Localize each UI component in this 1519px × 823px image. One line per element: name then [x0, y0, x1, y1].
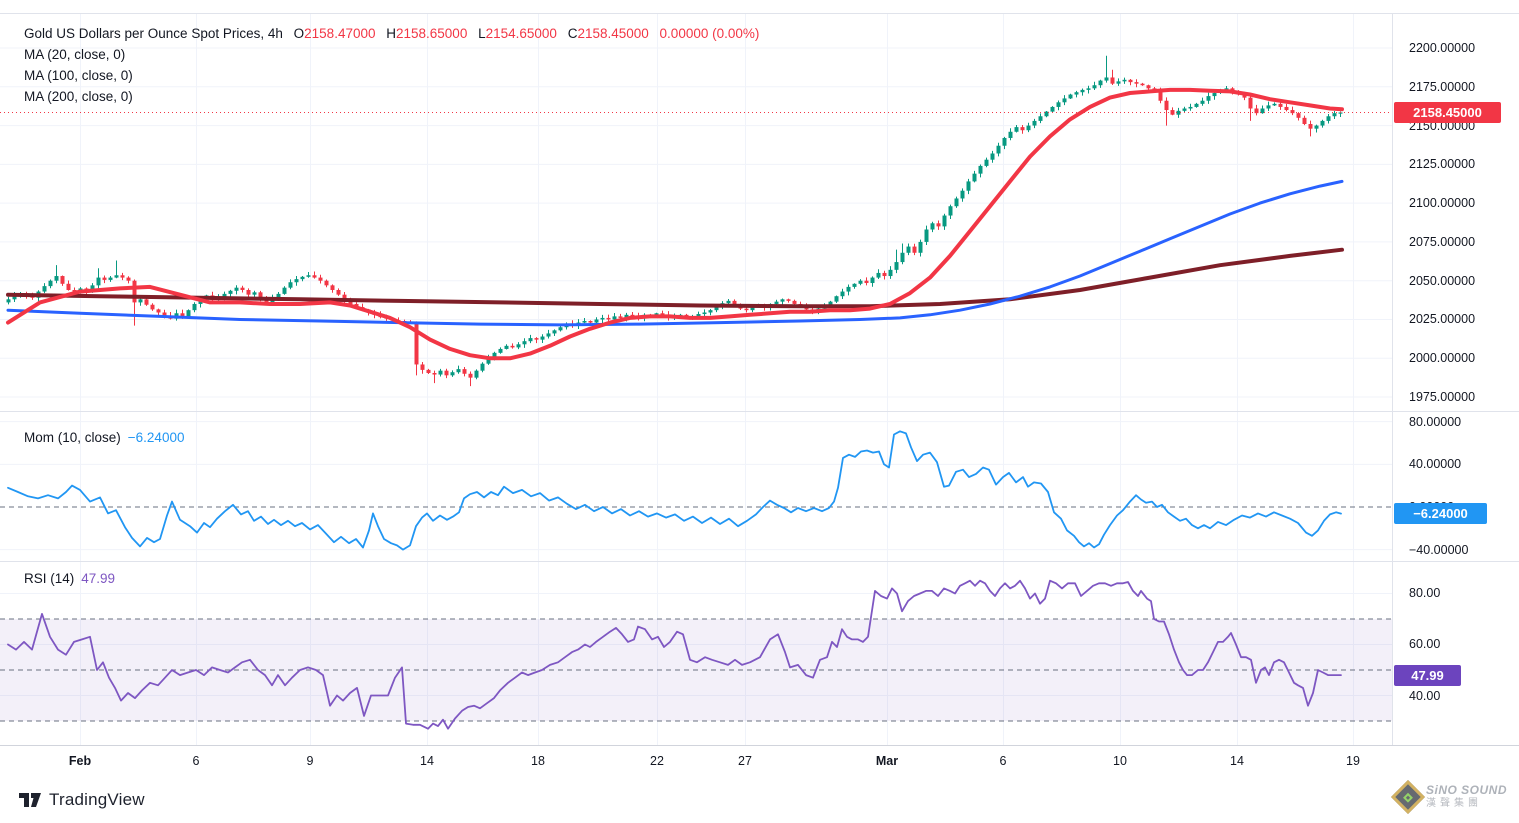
axis-tick-label: 2200.00000 [1409, 41, 1476, 55]
momentum-value: −6.24000 [127, 430, 185, 445]
time-tick-label: Mar [875, 754, 899, 768]
ma20-legend-row[interactable]: MA (20, close, 0) [24, 44, 759, 65]
ohlc-high-label: H [386, 26, 396, 41]
ma200-label: MA (200, close, 0) [24, 89, 133, 104]
sino-sound-watermark: SiNO SOUND 漢聲集團 [1391, 780, 1507, 814]
axis-tick-label: 2125.00000 [1409, 157, 1476, 172]
ohlc-close-value: 2158.45000 [577, 26, 649, 41]
time-tick-label: 14 [1230, 754, 1244, 768]
momentum-legend[interactable]: Mom (10, close) −6.24000 [24, 428, 184, 448]
tradingview-label: TradingView [49, 790, 145, 809]
axis-tick-label: 2000.00000 [1409, 351, 1476, 366]
rsi-badge: 47.99 [1394, 664, 1461, 686]
ohlc-low-value: 2154.65000 [485, 26, 557, 41]
rsi-value: 47.99 [81, 571, 116, 586]
time-tick-label: 14 [420, 754, 434, 768]
time-tick-label: Feb [68, 754, 92, 768]
axis-tick-label: −40.00000 [1409, 542, 1469, 557]
time-tick-label: 19 [1346, 754, 1360, 768]
ma20-label: MA (20, close, 0) [24, 47, 126, 62]
axis-tick-label: 1975.00000 [1409, 390, 1476, 405]
last-price-badge: 2158.45000 [1394, 101, 1501, 123]
time-tick-label: 22 [650, 754, 664, 768]
tradingview-logo-icon [19, 793, 41, 807]
time-tick-label: 6 [999, 754, 1007, 768]
ohlc-open-label: O [293, 26, 305, 41]
time-tick-label: 6 [192, 754, 200, 768]
time-tick-label: 10 [1113, 754, 1127, 768]
ma100-legend-row[interactable]: MA (100, close, 0) [24, 65, 759, 86]
watermark-en: SiNO SOUND [1425, 783, 1507, 797]
ma200-legend-row[interactable]: MA (200, close, 0) [24, 86, 759, 107]
momentum-label: Mom (10, close) [24, 430, 121, 445]
ohlc-high-value: 2158.65000 [396, 26, 468, 41]
momentum-badge: −6.24000 [1394, 503, 1487, 525]
axis-tick-label: 80.00000 [1409, 414, 1462, 429]
axis-tick-label: 2100.00000 [1409, 196, 1476, 211]
tradingview-attribution[interactable]: TradingView [18, 790, 145, 810]
axis-tick-label: 40.00000 [1409, 457, 1462, 472]
main-legend[interactable]: Gold US Dollars per Ounce Spot Prices, 4… [24, 23, 759, 107]
ohlc-close-label: C [567, 26, 578, 41]
time-tick-label: 9 [306, 754, 314, 768]
rsi-label: RSI (14) [24, 571, 75, 586]
axis-tick-label: 40.00 [1409, 688, 1441, 703]
axis-tick-label: 2175.00000 [1409, 79, 1476, 94]
time-tick-label: 18 [531, 754, 545, 768]
sino-sound-logo-icon [1391, 780, 1425, 814]
rsi-legend[interactable]: RSI (14) 47.99 [24, 569, 115, 589]
ohlc-low-label: L [478, 26, 486, 41]
change-value: 0.00000 (0.00%) [659, 26, 760, 41]
watermark-cn: 漢聲集團 [1425, 798, 1482, 809]
axis-tick-label: 2025.00000 [1409, 312, 1476, 327]
axis-tick-label: 80.00 [1409, 586, 1441, 601]
time-tick-label: 27 [738, 754, 752, 768]
ma100-label: MA (100, close, 0) [24, 68, 133, 83]
axis-tick-label: 2050.00000 [1409, 273, 1476, 288]
axis-tick-label: 2075.00000 [1409, 234, 1476, 249]
symbol-legend-row[interactable]: Gold US Dollars per Ounce Spot Prices, 4… [24, 23, 759, 44]
axis-tick-label: 60.00 [1409, 637, 1441, 652]
symbol-title: Gold US Dollars per Ounce Spot Prices, 4… [24, 26, 283, 41]
ohlc-open-value: 2158.47000 [304, 26, 376, 41]
